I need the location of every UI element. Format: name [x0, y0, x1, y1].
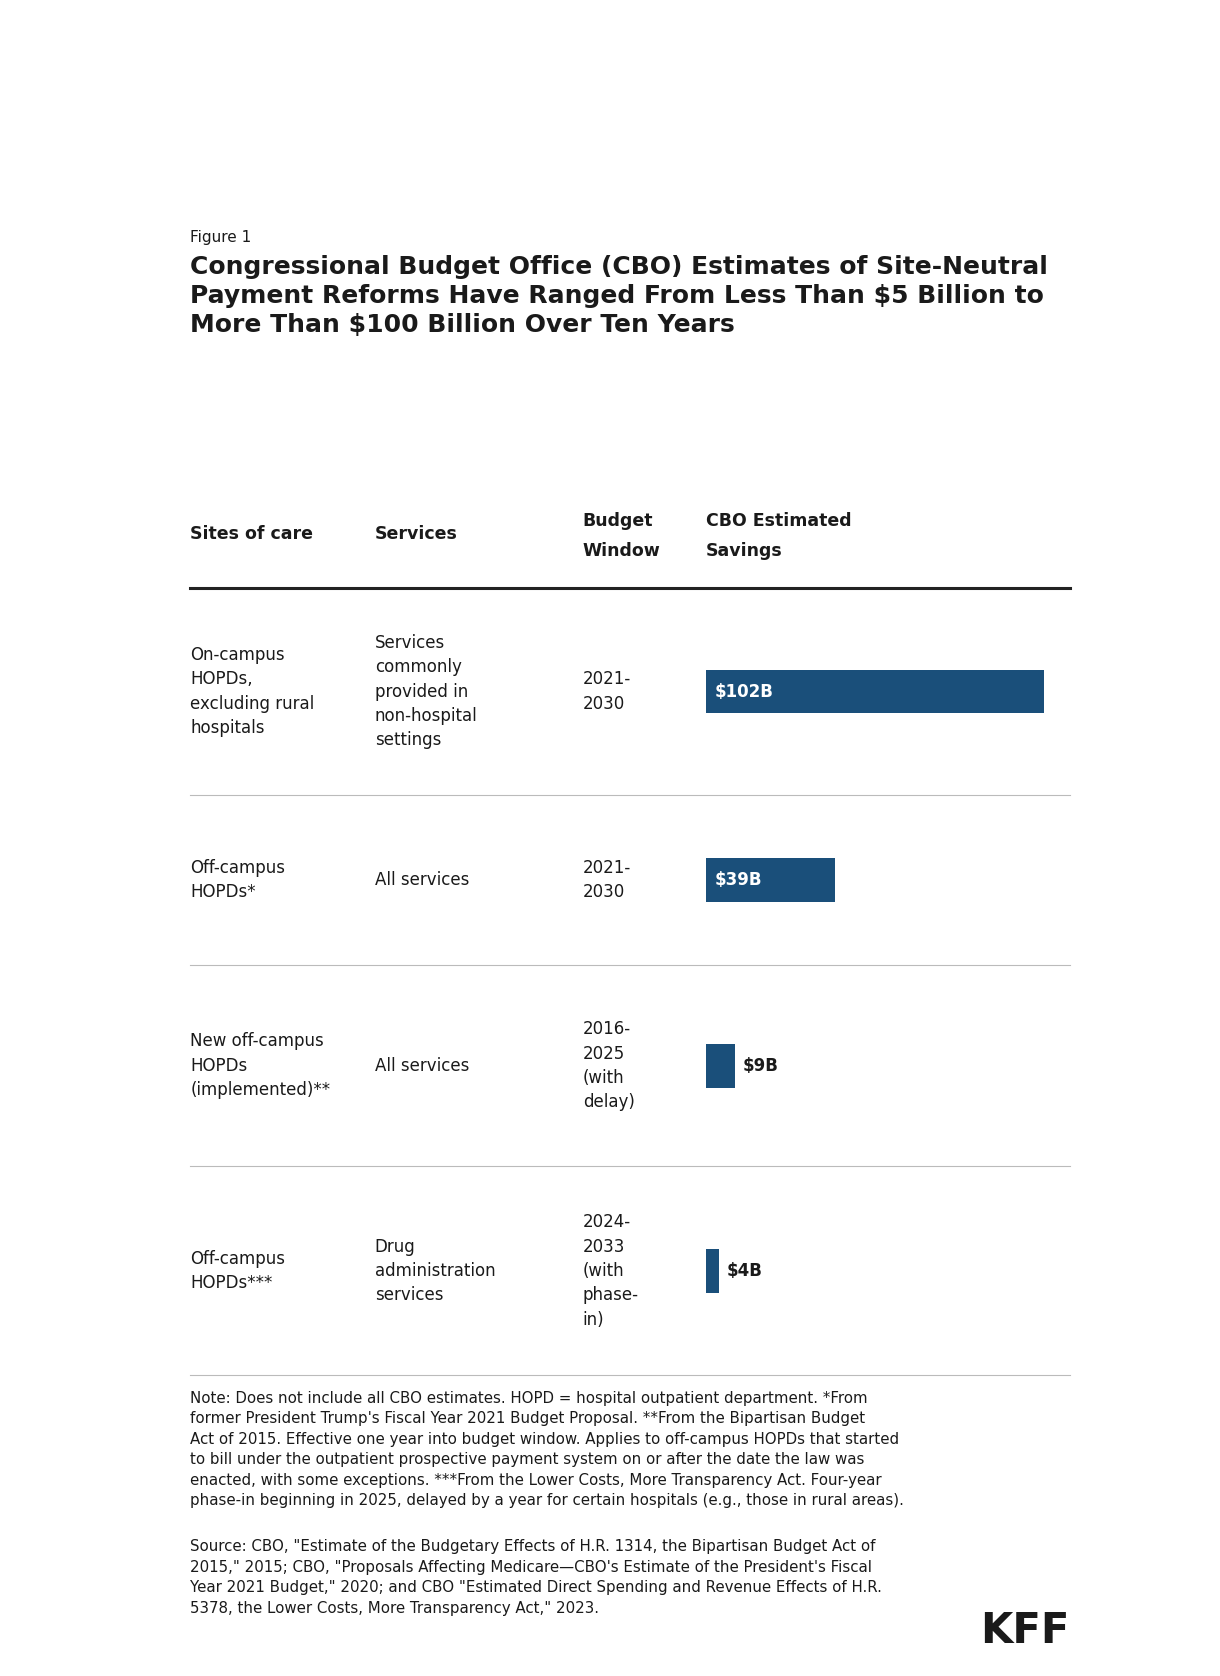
Text: 2021-
2030: 2021- 2030 — [583, 858, 631, 902]
Text: 2016-
2025
(with
delay): 2016- 2025 (with delay) — [583, 1021, 634, 1111]
Text: Services: Services — [375, 525, 458, 543]
Text: CBO Estimated: CBO Estimated — [705, 513, 852, 530]
Text: Congressional Budget Office (CBO) Estimates of Site-Neutral
Payment Reforms Have: Congressional Budget Office (CBO) Estima… — [190, 255, 1048, 337]
Text: Window: Window — [583, 541, 660, 560]
Text: All services: All services — [375, 872, 468, 888]
Text: Note: Does not include all CBO estimates. HOPD = hospital outpatient department.: Note: Does not include all CBO estimates… — [190, 1391, 904, 1508]
FancyBboxPatch shape — [705, 1249, 719, 1292]
Text: Off-campus
HOPDs*: Off-campus HOPDs* — [190, 858, 285, 902]
Text: Savings: Savings — [705, 541, 782, 560]
FancyBboxPatch shape — [705, 670, 1044, 714]
Text: KFF: KFF — [980, 1611, 1070, 1653]
Text: Source: CBO, "Estimate of the Budgetary Effects of H.R. 1314, the Bipartisan Bud: Source: CBO, "Estimate of the Budgetary … — [190, 1539, 882, 1616]
Text: 2024-
2033
(with
phase-
in): 2024- 2033 (with phase- in) — [583, 1213, 639, 1329]
Text: All services: All services — [375, 1058, 468, 1074]
Text: Drug
administration
services: Drug administration services — [375, 1237, 495, 1304]
Text: Services
commonly
provided in
non-hospital
settings: Services commonly provided in non-hospit… — [375, 634, 477, 749]
Text: 2021-
2030: 2021- 2030 — [583, 670, 631, 712]
Text: $9B: $9B — [743, 1058, 778, 1074]
Text: $4B: $4B — [726, 1262, 762, 1280]
FancyBboxPatch shape — [705, 858, 834, 902]
Text: Figure 1: Figure 1 — [190, 230, 251, 245]
Text: Sites of care: Sites of care — [190, 525, 314, 543]
FancyBboxPatch shape — [705, 1044, 736, 1088]
Text: On-campus
HOPDs,
excluding rural
hospitals: On-campus HOPDs, excluding rural hospita… — [190, 645, 315, 737]
Text: Budget: Budget — [583, 513, 653, 530]
Text: Off-campus
HOPDs***: Off-campus HOPDs*** — [190, 1250, 285, 1292]
Text: $39B: $39B — [715, 872, 762, 888]
Text: New off-campus
HOPDs
(implemented)**: New off-campus HOPDs (implemented)** — [190, 1032, 331, 1099]
Text: $102B: $102B — [715, 682, 773, 701]
